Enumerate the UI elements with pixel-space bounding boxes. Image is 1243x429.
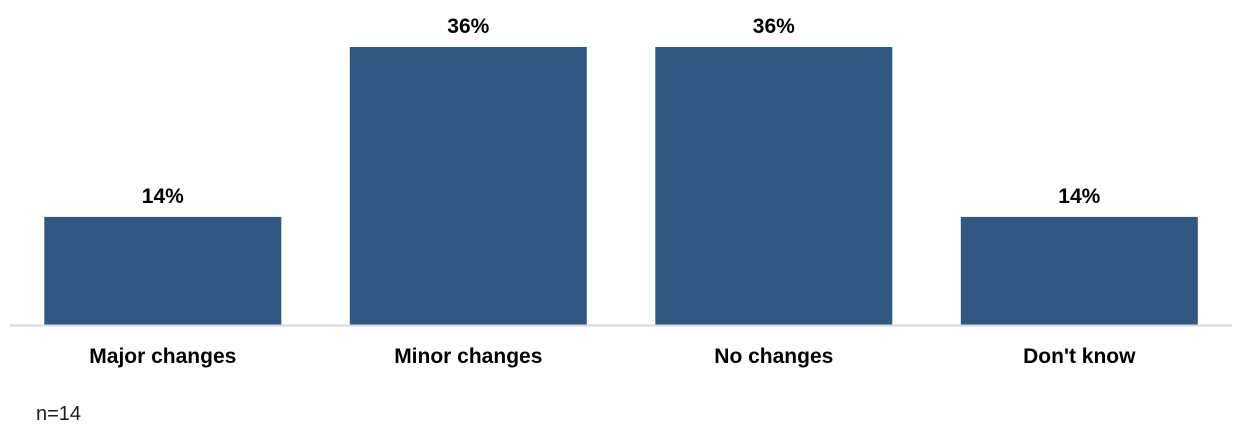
sample-size-note: n=14 (36, 403, 82, 425)
bar-1 (349, 47, 587, 325)
category-label-2: No changes (714, 345, 833, 368)
category-label-3: Don't know (1023, 345, 1136, 368)
category-label-0: Major changes (89, 345, 236, 368)
category-label-1: Minor changes (394, 345, 542, 368)
bars-layer (44, 47, 1198, 325)
value-labels-layer: 14% 36% 36% 14% (142, 15, 1101, 208)
value-label-0: 14% (142, 185, 184, 208)
bar-3 (960, 216, 1198, 325)
category-labels-layer: Major changes Minor changes No changes Don'… (89, 345, 1136, 368)
bar-2 (655, 47, 893, 325)
value-label-2: 36% (753, 15, 795, 38)
value-label-1: 36% (447, 15, 489, 38)
bar-0 (44, 216, 282, 325)
value-label-3: 14% (1058, 185, 1100, 208)
